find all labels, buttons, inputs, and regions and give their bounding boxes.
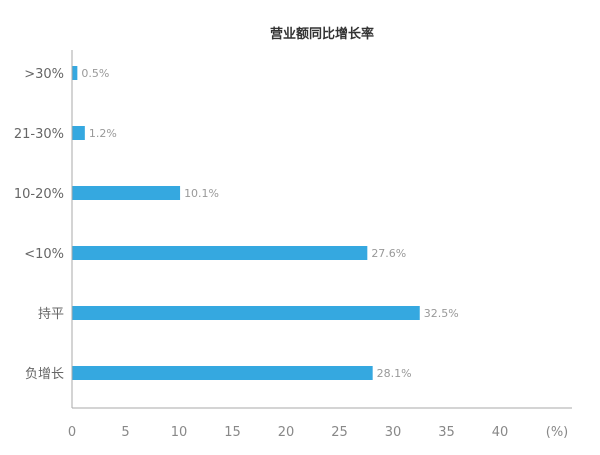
category-label: 10-20% (14, 187, 64, 202)
bars-group: >30% 0.5% 21-30% 1.2% 10-20% 10.1% <10% 27.6% 持平… (14, 66, 459, 382)
bar[interactable] (72, 186, 181, 200)
category-label: 负增长 (25, 367, 64, 382)
bar[interactable] (72, 246, 368, 260)
x-tick-label: 40 (492, 425, 509, 440)
data-label: 0.5% (81, 67, 109, 80)
bar[interactable] (72, 306, 420, 320)
data-label: 27.6% (371, 247, 406, 260)
bar[interactable] (72, 366, 373, 380)
category-label: <10% (24, 247, 64, 262)
x-tick-label: 25 (331, 425, 348, 440)
data-label: 28.1% (377, 367, 412, 380)
bar[interactable] (72, 66, 78, 80)
data-label: 32.5% (424, 307, 459, 320)
axes-group: 0 5 10 15 20 25 30 35 40 (%) (68, 50, 572, 440)
category-label: >30% (24, 67, 64, 82)
data-label: 1.2% (89, 127, 117, 140)
x-tick-label: 10 (171, 425, 188, 440)
x-tick-label: 0 (68, 425, 76, 440)
x-tick-label: 15 (224, 425, 241, 440)
bar[interactable] (72, 126, 85, 140)
category-label: 持平 (38, 307, 64, 322)
data-label: 10.1% (184, 187, 219, 200)
x-tick-label: 5 (121, 425, 129, 440)
category-label: 21-30% (14, 127, 64, 142)
x-tick-label: 35 (438, 425, 455, 440)
x-tick-label: 30 (385, 425, 402, 440)
x-tick-label: 20 (278, 425, 295, 440)
chart-title: 营业额同比增长率 (270, 26, 374, 42)
x-unit-label: (%) (546, 425, 569, 440)
